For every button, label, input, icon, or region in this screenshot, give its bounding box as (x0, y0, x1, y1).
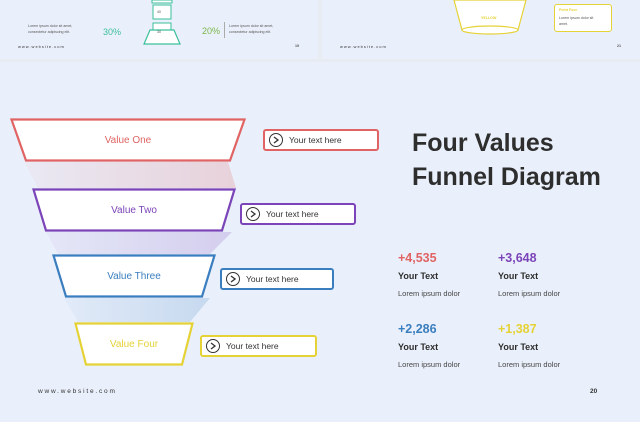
stat-value: +1,387 (498, 322, 537, 336)
chevron-right-circle-icon (246, 207, 260, 221)
funnel-trapezoid-1 (10, 118, 246, 162)
thumb-text-a-line2: consectetur adipiscing elit. (28, 30, 71, 34)
funnel-layer-label: Value One (104, 134, 152, 146)
thumbnail-previous-slide[interactable]: Lorem ipsum dolor sit amet, consectetur … (0, 0, 318, 59)
stat-description: Lorem ipsum dolor (498, 289, 561, 298)
stat-description: Lorem ipsum dolor (398, 360, 461, 369)
funnel-trapezoid-4 (74, 322, 194, 366)
text-tag-label: Your text here (289, 135, 342, 145)
stat-block-3: +2,286 Your Text Lorem ipsum dolor (398, 321, 498, 369)
thumb-page-number: 19 (295, 44, 299, 48)
thumb-tag-line1: Lorem ipsum dolor sit (559, 16, 594, 20)
stat-value: +3,648 (498, 251, 537, 265)
stat-block-2: +3,648 Your Text Lorem ipsum dolor (498, 250, 598, 298)
current-slide: Value One Value Two Value Three Value Fo… (0, 62, 640, 422)
funnel-layer-value-one[interactable]: Value One (10, 118, 246, 162)
text-tag-value-one[interactable]: Your text here (263, 129, 379, 151)
funnel-layer-label: Value Four (109, 338, 159, 350)
stat-block-4: +1,387 Your Text Lorem ipsum dolor (498, 321, 598, 369)
thumb-funnel-label-1: 40 (157, 10, 161, 14)
thumb-website: www.website.com (18, 44, 65, 49)
thumbnail-next-slide[interactable]: YELLOW Point Four Lorem ipsum dolor sit … (322, 0, 640, 59)
funnel-connectors (24, 162, 236, 322)
text-tag-value-two[interactable]: Your text here (240, 203, 356, 225)
funnel-layer-value-three[interactable]: Value Three (52, 254, 216, 298)
thumb-tag-box: Point Four Lorem ipsum dolor sit amet. (554, 4, 612, 32)
slide-page-number: 20 (590, 388, 598, 395)
funnel-layer-value-four[interactable]: Value Four (74, 322, 194, 366)
thumb-divider (224, 22, 225, 38)
chevron-right-circle-icon (226, 272, 240, 286)
stat-value: +4,535 (398, 251, 437, 265)
stat-label: Your Text (498, 342, 539, 352)
chevron-right-circle-icon (269, 133, 283, 147)
thumb-website: www.website.com (340, 44, 387, 49)
thumb-funnel-label-2: 30 (157, 30, 161, 34)
thumb-tag-title: Point Four (559, 8, 577, 12)
stat-description: Lorem ipsum dolor (498, 360, 561, 369)
slide-title-line2: Funnel Diagram (412, 163, 601, 191)
thumb-percent-a: 30% (103, 27, 122, 37)
funnel-layer-value-two[interactable]: Value Two (32, 188, 236, 232)
stat-label: Your Text (398, 342, 439, 352)
funnel-trapezoid-2 (32, 188, 236, 232)
thumb-percent-b: 20% (202, 26, 221, 36)
text-tag-value-three[interactable]: Your text here (220, 268, 334, 290)
text-tag-label: Your text here (226, 341, 279, 351)
stat-label: Your Text (398, 271, 439, 281)
funnel-layer-label: Value Two (111, 204, 157, 216)
thumb-tag-line2: amet. (559, 22, 568, 26)
stat-label: Your Text (498, 271, 539, 281)
thumb-text-b-line2: consectetur adipiscing elit. (229, 30, 272, 34)
slide-title: Four Values Funnel Diagram (412, 126, 601, 194)
thumb-funnel-label: YELLOW (481, 16, 497, 20)
thumb-text-b-line1: Lorem ipsum dolor sit amet, (229, 24, 274, 28)
stat-value: +2,286 (398, 322, 437, 336)
slide-title-line1: Four Values (412, 129, 554, 157)
stat-block-1: +4,535 Your Text Lorem ipsum dolor (398, 250, 498, 298)
thumb-funnel-yellow-icon (453, 0, 527, 35)
funnel-layer-label: Value Three (107, 270, 161, 282)
text-tag-value-four[interactable]: Your text here (200, 335, 317, 357)
text-tag-label: Your text here (266, 209, 319, 219)
thumb-text-a-line1: Lorem ipsum dolor sit amet, (28, 24, 73, 28)
funnel-trapezoid-3 (52, 254, 216, 298)
stat-description: Lorem ipsum dolor (398, 289, 461, 298)
thumb-funnel-icon (143, 0, 181, 45)
text-tag-label: Your text here (246, 274, 299, 284)
chevron-right-circle-icon (206, 339, 220, 353)
thumb-page-number: 21 (617, 44, 621, 48)
slide-website: www.website.com (38, 388, 117, 395)
